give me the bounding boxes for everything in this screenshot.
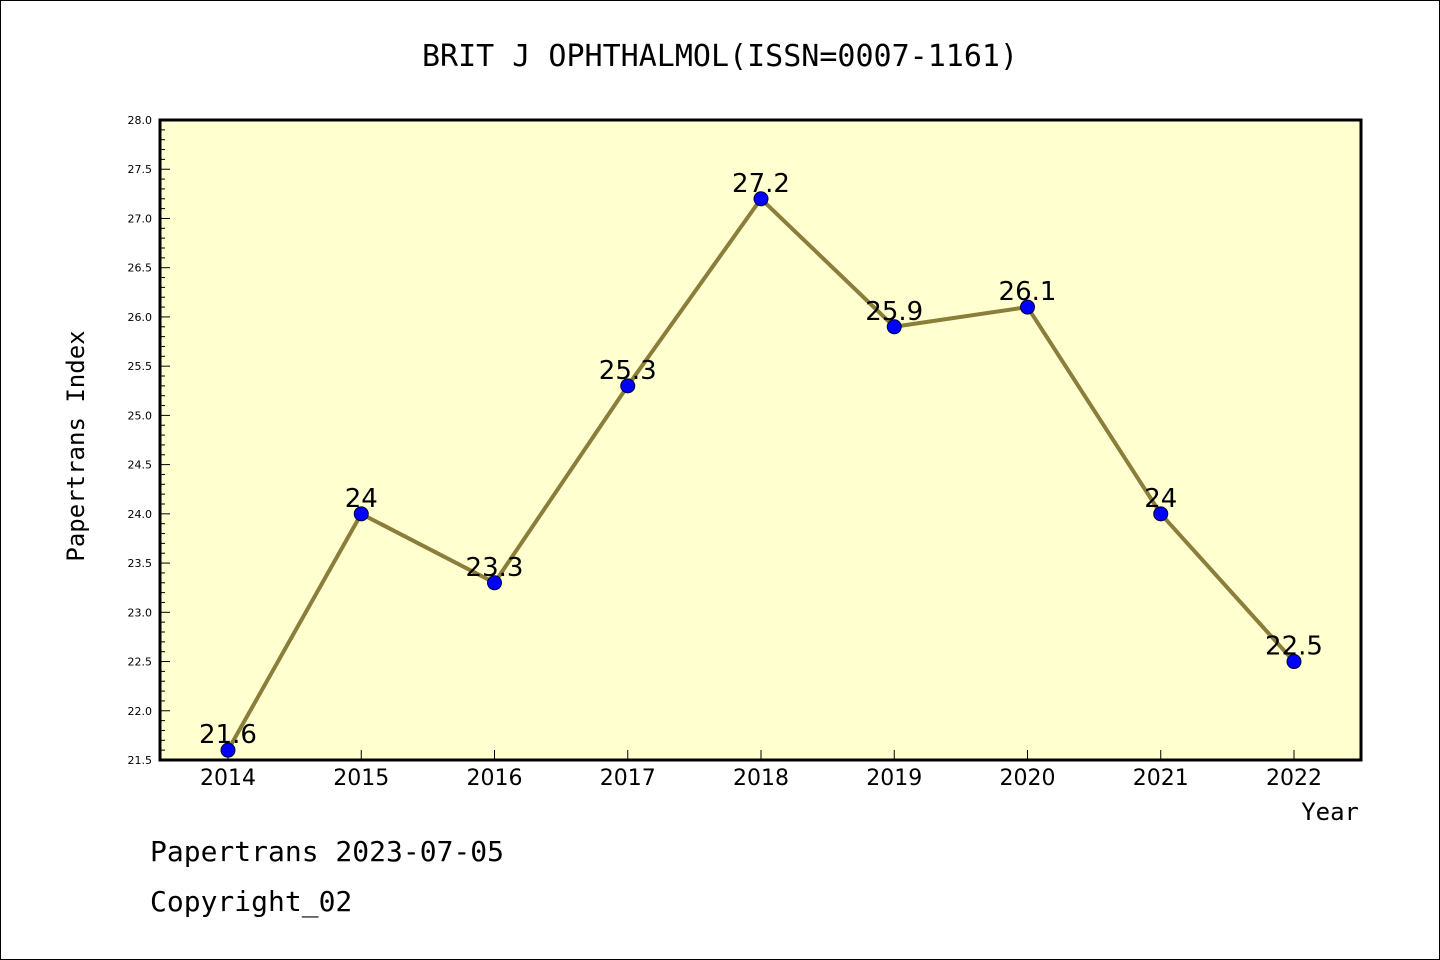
y-tick-label: 25.5 <box>128 360 153 373</box>
chart-title: BRIT J OPHTHALMOL(ISSN=0007-1161) <box>422 39 1018 74</box>
x-axis-title: Year <box>1301 798 1359 826</box>
y-tick-label: 25.0 <box>128 409 153 422</box>
data-label: 21.6 <box>199 720 257 750</box>
footer-copyright: Copyright_02 <box>150 885 353 918</box>
data-label: 26.1 <box>999 277 1057 307</box>
data-point <box>220 742 236 758</box>
data-label: 25.3 <box>599 356 657 386</box>
y-tick-label: 27.0 <box>128 212 153 225</box>
data-point <box>1153 506 1169 522</box>
footer-date: Papertrans 2023-07-05 <box>150 835 505 868</box>
y-tick-label: 26.0 <box>128 311 153 324</box>
data-point <box>487 575 502 591</box>
data-point <box>753 191 769 207</box>
x-tick-label: 2021 <box>1133 766 1189 791</box>
x-tick-label: 2014 <box>200 766 256 791</box>
data-point <box>886 319 902 335</box>
x-tick-label: 2016 <box>467 766 523 791</box>
y-tick-label: 24.0 <box>128 508 153 521</box>
y-tick-label: 24.5 <box>128 459 153 472</box>
y-tick-label: 23.0 <box>128 606 153 619</box>
x-tick-label: 2017 <box>600 766 656 791</box>
y-tick-label: 26.5 <box>128 262 153 275</box>
y-tick-label: 23.5 <box>128 557 153 570</box>
data-point <box>620 378 636 394</box>
data-label: 23.3 <box>466 553 524 583</box>
data-point <box>1286 654 1302 670</box>
data-point <box>353 506 369 522</box>
plot-area <box>158 118 1363 762</box>
y-tick-label: 27.5 <box>128 163 153 176</box>
data-label: 27.2 <box>732 169 790 199</box>
y-axis-title: Papertrans Index <box>62 330 90 561</box>
y-tick-label: 22.5 <box>128 656 153 669</box>
data-label: 25.9 <box>865 297 923 327</box>
y-tick-label: 22.0 <box>128 705 153 718</box>
x-tick-label: 2015 <box>333 766 389 791</box>
x-tick-label: 2018 <box>733 766 789 791</box>
data-point <box>1020 299 1035 315</box>
data-label: 24 <box>1144 484 1177 514</box>
x-tick-label: 2022 <box>1266 766 1322 791</box>
y-tick-label: 21.5 <box>128 754 153 767</box>
x-tick-label: 2020 <box>1000 766 1056 791</box>
data-label: 24 <box>345 484 378 514</box>
data-label: 22.5 <box>1265 632 1323 662</box>
x-tick-label: 2019 <box>866 766 922 791</box>
y-tick-label: 28.0 <box>128 114 153 127</box>
